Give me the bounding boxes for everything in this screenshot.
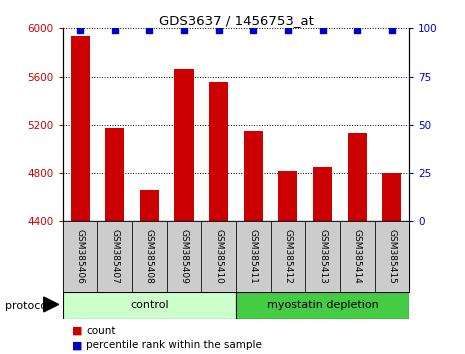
- Bar: [348, 133, 367, 221]
- Title: GDS3637 / 1456753_at: GDS3637 / 1456753_at: [159, 14, 313, 27]
- Bar: [279, 171, 298, 221]
- Text: ■: ■: [72, 326, 83, 336]
- Text: GSM385409: GSM385409: [179, 229, 188, 284]
- Bar: [132, 221, 166, 292]
- Text: GSM385413: GSM385413: [318, 229, 327, 284]
- Text: control: control: [130, 300, 169, 310]
- Bar: [71, 35, 90, 221]
- Text: GSM385414: GSM385414: [353, 229, 362, 284]
- Bar: [375, 221, 409, 292]
- Bar: [313, 167, 332, 221]
- Bar: [174, 69, 193, 221]
- Text: GSM385410: GSM385410: [214, 229, 223, 284]
- Text: GSM385415: GSM385415: [387, 229, 396, 284]
- Text: GSM385408: GSM385408: [145, 229, 154, 284]
- Bar: [236, 292, 409, 319]
- Text: percentile rank within the sample: percentile rank within the sample: [86, 340, 262, 350]
- Bar: [63, 221, 98, 292]
- Bar: [98, 221, 132, 292]
- Text: GSM385411: GSM385411: [249, 229, 258, 284]
- Bar: [271, 221, 305, 292]
- Text: myostatin depletion: myostatin depletion: [267, 300, 379, 310]
- Text: count: count: [86, 326, 115, 336]
- Bar: [305, 221, 340, 292]
- Text: GSM385406: GSM385406: [76, 229, 85, 284]
- Text: GSM385412: GSM385412: [284, 229, 292, 284]
- Polygon shape: [44, 297, 59, 312]
- Bar: [382, 173, 401, 221]
- Bar: [140, 190, 159, 221]
- Bar: [209, 82, 228, 221]
- Text: ■: ■: [72, 340, 83, 350]
- Bar: [105, 129, 124, 221]
- Bar: [63, 292, 236, 319]
- Bar: [201, 221, 236, 292]
- Bar: [244, 131, 263, 221]
- Bar: [236, 221, 271, 292]
- Text: protocol: protocol: [5, 301, 50, 310]
- Bar: [340, 221, 374, 292]
- Bar: [167, 221, 201, 292]
- Text: GSM385407: GSM385407: [110, 229, 119, 284]
